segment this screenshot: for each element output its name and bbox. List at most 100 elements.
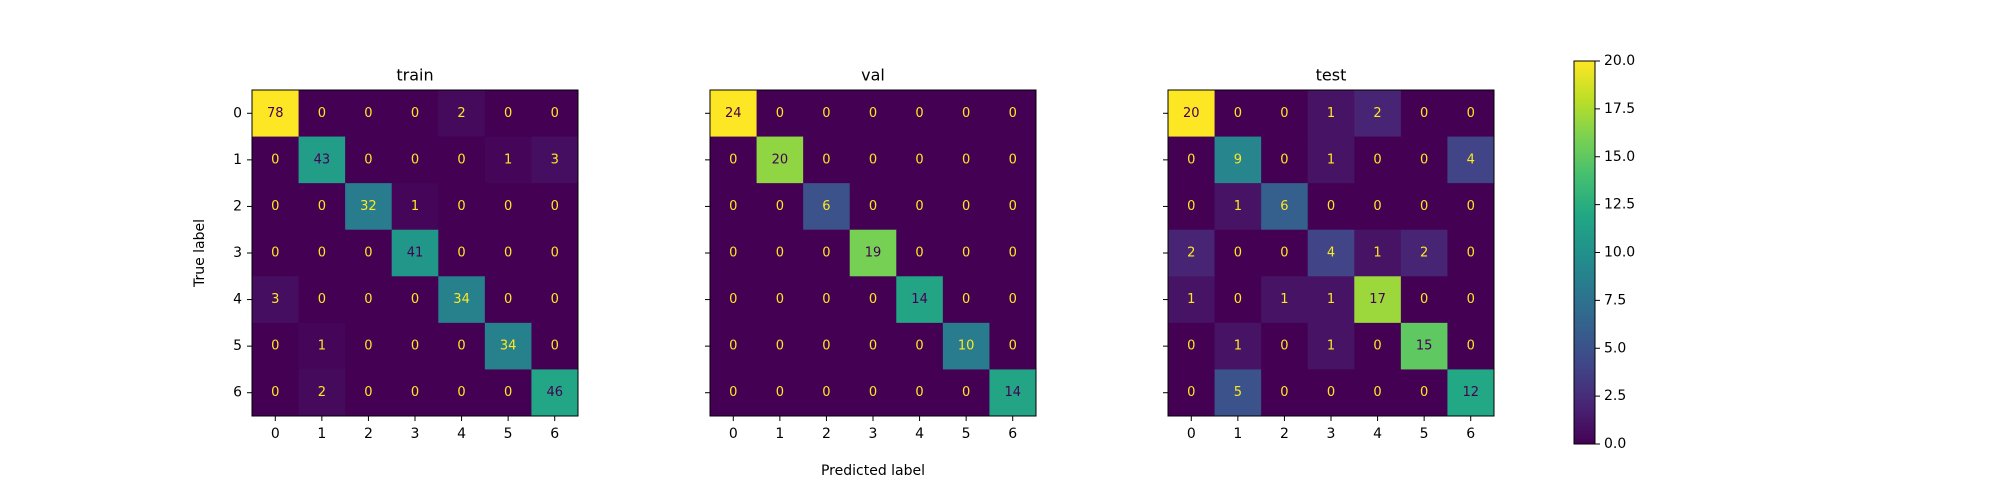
x-tick-label: 5 [504, 426, 513, 442]
cell [896, 369, 944, 417]
cell [710, 229, 758, 277]
cell [942, 276, 990, 324]
cell [1447, 369, 1495, 417]
cell-label: 1 [1234, 339, 1242, 354]
cell-label: 0 [962, 106, 970, 121]
y-tick-label: 1 [233, 152, 242, 168]
cell [1447, 322, 1495, 370]
cell [1354, 229, 1402, 277]
cell-label: 0 [729, 292, 737, 307]
cell-label: 0 [318, 246, 326, 261]
cell [391, 276, 439, 324]
cell-label: 0 [364, 292, 372, 307]
cell [1261, 136, 1309, 184]
x-tick-label: 6 [1008, 426, 1017, 442]
cell [710, 136, 758, 184]
y-axis-label: True label [192, 219, 208, 288]
cell [1168, 229, 1216, 277]
cell-label: 0 [1467, 246, 1475, 261]
cell-label: 0 [551, 339, 559, 354]
cell-label: 0 [1467, 199, 1475, 214]
cell [1307, 183, 1355, 231]
cell-label: 0 [962, 385, 970, 400]
colorbar-tick-label: 0.0 [1604, 436, 1626, 452]
cell-label: 19 [865, 246, 882, 261]
cell [484, 136, 532, 184]
cell [756, 276, 804, 324]
cell [252, 229, 300, 277]
cell-label: 2 [1373, 106, 1381, 121]
cell-label: 41 [407, 246, 424, 261]
cell-label: 34 [453, 292, 470, 307]
cell [1400, 276, 1448, 324]
cell [1400, 90, 1448, 138]
cell [391, 229, 439, 277]
cell-label: 0 [776, 199, 784, 214]
cell [1168, 183, 1216, 231]
x-tick-label: 2 [1280, 426, 1289, 442]
cell [298, 229, 346, 277]
cell-label: 0 [1187, 339, 1195, 354]
cell-label: 1 [411, 199, 419, 214]
cell-label: 1 [318, 339, 326, 354]
cell [1168, 322, 1216, 370]
cell-label: 34 [500, 339, 517, 354]
cell-label: 0 [504, 199, 512, 214]
cell-label: 0 [271, 339, 279, 354]
colorbar-tick-label: 10.0 [1604, 245, 1635, 261]
cell-label: 0 [1420, 106, 1428, 121]
cell-label: 0 [1327, 199, 1335, 214]
cell [252, 183, 300, 231]
cell-label: 0 [551, 199, 559, 214]
cell [1261, 322, 1309, 370]
cell-label: 0 [411, 292, 419, 307]
cell-label: 12 [1462, 385, 1479, 400]
cell [756, 90, 804, 138]
colorbar-tick-label: 2.5 [1604, 388, 1626, 404]
cell [710, 322, 758, 370]
cell-label: 0 [1280, 106, 1288, 121]
cell [438, 183, 486, 231]
cell-label: 0 [1009, 199, 1017, 214]
cell [756, 136, 804, 184]
cell [1261, 183, 1309, 231]
cell-label: 0 [869, 199, 877, 214]
cell [438, 276, 486, 324]
cell-label: 3 [271, 292, 279, 307]
cell [1214, 322, 1262, 370]
cell [710, 369, 758, 417]
cell-label: 0 [364, 152, 372, 167]
cell [803, 136, 851, 184]
cell [1400, 229, 1448, 277]
cell [803, 90, 851, 138]
cell [896, 276, 944, 324]
cell-label: 0 [1009, 152, 1017, 167]
y-tick-label: 3 [233, 245, 242, 261]
cell-label: 0 [776, 385, 784, 400]
cell-label: 0 [962, 246, 970, 261]
cell [1214, 90, 1262, 138]
cell [896, 183, 944, 231]
cell [1400, 322, 1448, 370]
cell [345, 229, 393, 277]
cell-label: 0 [1009, 106, 1017, 121]
cell [803, 229, 851, 277]
x-tick-label: 1 [1233, 426, 1242, 442]
cell-label: 0 [1234, 106, 1242, 121]
cell-label: 0 [776, 246, 784, 261]
panel-title: val [861, 66, 885, 85]
cell-label: 0 [364, 385, 372, 400]
colorbar [1573, 60, 1596, 445]
cell [1261, 369, 1309, 417]
cell-label: 0 [915, 199, 923, 214]
cell [803, 369, 851, 417]
cell [298, 276, 346, 324]
cell [531, 183, 579, 231]
cell [391, 183, 439, 231]
x-tick-label: 0 [1187, 426, 1196, 442]
cell-label: 0 [411, 385, 419, 400]
colorbar-tick-label: 20.0 [1604, 53, 1635, 69]
cell [438, 229, 486, 277]
cell-label: 0 [869, 152, 877, 167]
